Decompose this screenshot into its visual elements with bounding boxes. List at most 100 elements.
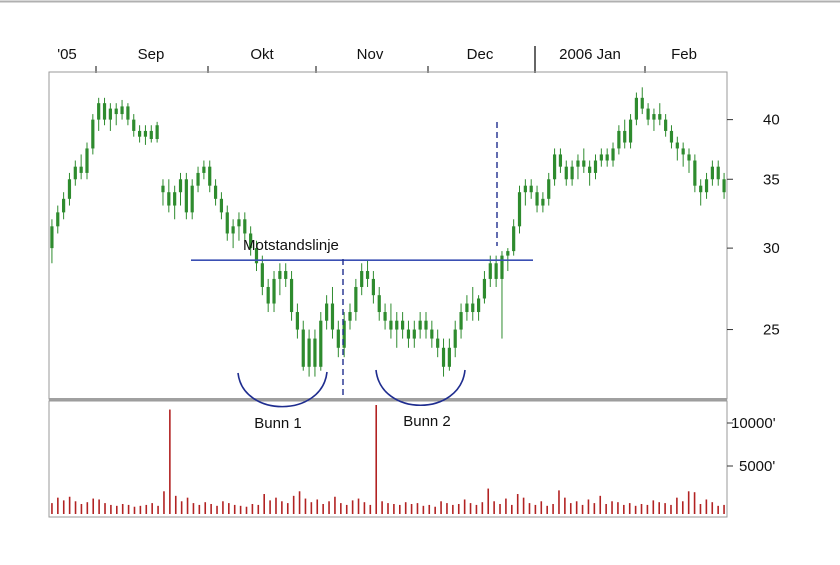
- candle-body: [272, 278, 276, 304]
- candle-body: [412, 329, 416, 339]
- candle-body: [558, 154, 563, 167]
- candle-body: [611, 148, 615, 161]
- candle-body: [360, 271, 364, 287]
- candle-body: [693, 160, 697, 186]
- candle-body: [401, 320, 405, 330]
- candle-body: [681, 148, 685, 155]
- candle-body: [249, 233, 253, 249]
- candle-body: [541, 198, 545, 206]
- candle-body: [301, 329, 305, 367]
- y-tick-label: 25: [763, 322, 780, 339]
- candle-body: [313, 338, 317, 367]
- candle-body: [500, 255, 504, 279]
- candle-body: [202, 166, 206, 173]
- candle-body: [91, 119, 95, 149]
- candle-body: [687, 154, 691, 161]
- candle-body: [582, 160, 586, 167]
- candle-body: [62, 198, 66, 213]
- resistance-label: Motstandslinje: [243, 237, 339, 254]
- candle-body: [213, 185, 218, 199]
- bottom-2-label: Bunn 2: [403, 413, 451, 430]
- candle-body: [476, 298, 481, 313]
- candle-body: [161, 185, 165, 193]
- candle-body: [178, 179, 183, 193]
- candle-body: [254, 248, 259, 264]
- candle-body: [517, 192, 522, 227]
- candle-body: [547, 179, 551, 199]
- candle-body: [237, 219, 241, 227]
- candle-body: [225, 212, 229, 234]
- candle-body: [307, 338, 311, 367]
- x-axis-ticks: [95, 46, 646, 73]
- candle-body: [465, 303, 469, 313]
- candle-body: [184, 179, 188, 213]
- candle-body: [208, 166, 212, 186]
- candle-body: [389, 320, 393, 330]
- candle-body: [149, 130, 153, 140]
- x-tick-label: Sep: [138, 46, 165, 63]
- bottom-1-arc: [237, 371, 328, 408]
- x-tick-label: Dec: [467, 46, 494, 63]
- price-series: [50, 87, 726, 377]
- candle-body: [325, 303, 329, 321]
- x-tick-label: '05: [57, 46, 77, 63]
- bottom-1-label: Bunn 1: [254, 415, 302, 432]
- candle-body: [669, 130, 674, 143]
- bottom-2-arc: [375, 369, 466, 407]
- y-axis: 25 30 35 40: [727, 112, 780, 339]
- candle-body: [50, 226, 54, 249]
- candle-body: [436, 338, 440, 348]
- y-tick-label: 30: [763, 240, 780, 257]
- candle-body: [488, 263, 492, 279]
- candle-body: [716, 166, 720, 180]
- candle-body: [646, 108, 650, 120]
- candle-body: [348, 312, 352, 321]
- candle-body: [430, 329, 434, 339]
- candle-body: [167, 192, 171, 206]
- candle-body: [354, 286, 358, 313]
- candle-body: [406, 329, 411, 339]
- candle-body: [260, 263, 264, 287]
- candle-body: [67, 179, 72, 199]
- candle-body: [278, 271, 282, 279]
- candle-body: [289, 278, 294, 313]
- candle-body: [342, 320, 346, 348]
- candle-body: [120, 106, 124, 115]
- candle-body: [506, 251, 510, 256]
- candle-body: [330, 303, 335, 330]
- candle-body: [494, 263, 498, 279]
- candle-body: [137, 130, 142, 137]
- candle-body: [266, 286, 270, 304]
- candle-body: [699, 185, 703, 193]
- volume-tick-label: 5000': [739, 458, 775, 475]
- candle-body: [471, 303, 475, 313]
- candle-body: [664, 119, 668, 131]
- candle-body: [319, 320, 323, 367]
- candle-body: [365, 271, 370, 279]
- x-axis: '05 Sep Okt Nov Dec 2006 Jan Feb: [57, 46, 697, 63]
- volume-series: [51, 405, 725, 514]
- candle-body: [535, 192, 539, 206]
- candle-body: [675, 142, 679, 149]
- candle-body: [73, 166, 77, 180]
- candle-body: [85, 148, 89, 173]
- candle-body: [108, 108, 112, 120]
- candle-body: [552, 154, 557, 180]
- candle-body: [173, 192, 177, 206]
- candle-body: [377, 295, 381, 313]
- x-tick-label: Nov: [357, 46, 384, 63]
- candle-body: [383, 312, 387, 321]
- candle-body: [190, 185, 194, 213]
- candle-body: [459, 312, 463, 330]
- candle-body: [599, 154, 603, 161]
- volume-panel-frame: [48, 400, 728, 518]
- candle-body: [132, 119, 136, 131]
- candle-body: [523, 185, 527, 193]
- candle-body: [284, 271, 288, 279]
- candle-body: [219, 198, 224, 213]
- candle-body: [155, 125, 159, 140]
- candle-body: [576, 160, 580, 167]
- candle-body: [395, 320, 399, 330]
- candle-body: [605, 154, 609, 161]
- candle-body: [722, 179, 726, 193]
